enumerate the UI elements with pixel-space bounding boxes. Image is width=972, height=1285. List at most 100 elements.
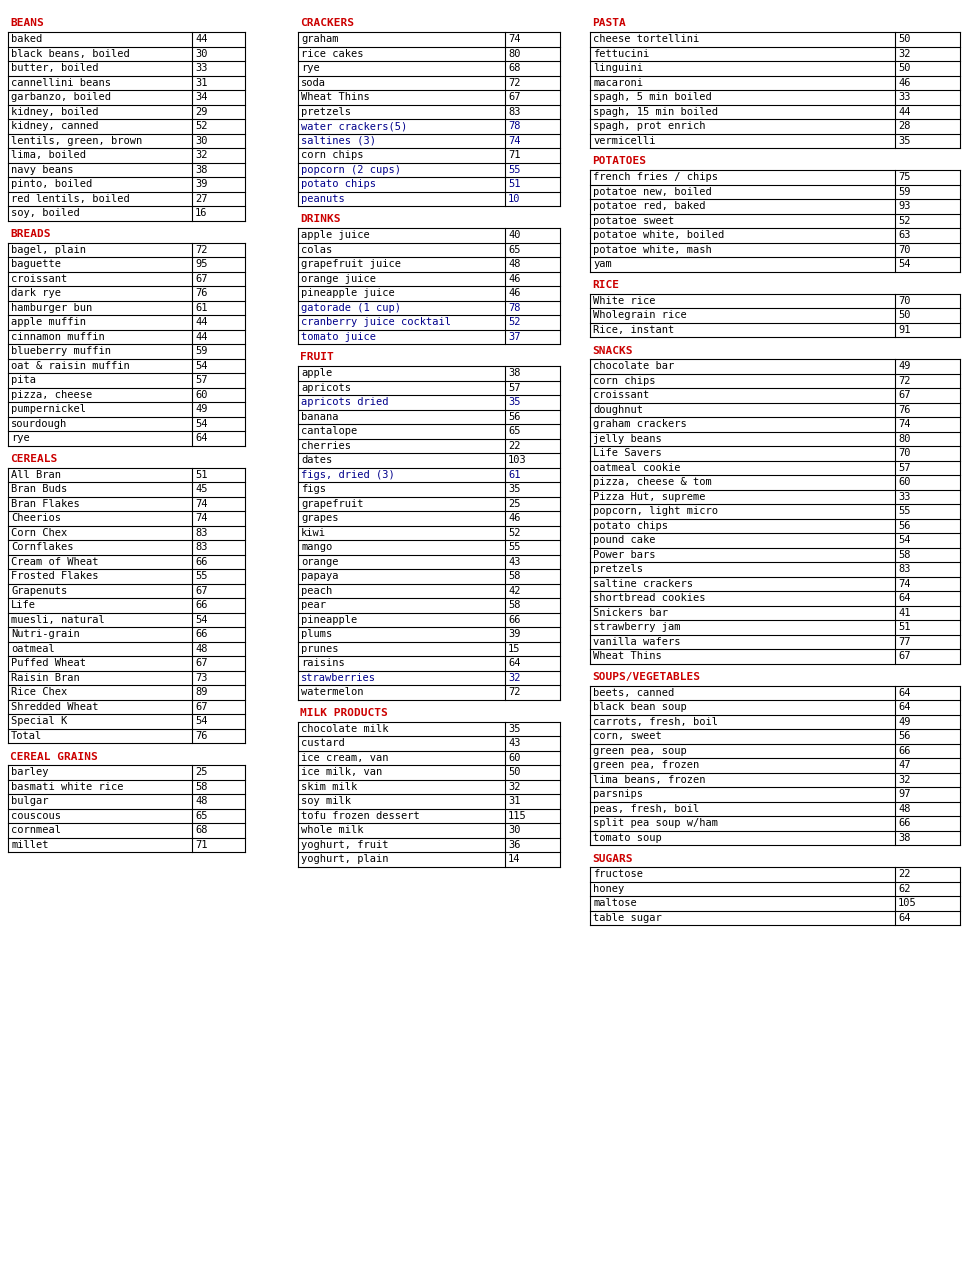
Text: Snickers bar: Snickers bar bbox=[593, 608, 668, 618]
Text: 66: 66 bbox=[195, 556, 207, 567]
Text: 32: 32 bbox=[508, 781, 520, 792]
Text: 46: 46 bbox=[508, 288, 520, 298]
Text: pear: pear bbox=[301, 600, 326, 610]
Text: beets, canned: beets, canned bbox=[593, 687, 675, 698]
Text: 60: 60 bbox=[195, 389, 207, 400]
Text: Raisin Bran: Raisin Bran bbox=[11, 673, 80, 682]
Text: PASTA: PASTA bbox=[592, 18, 626, 28]
Text: 78: 78 bbox=[508, 303, 520, 312]
Text: kidney, canned: kidney, canned bbox=[11, 121, 98, 131]
Text: 33: 33 bbox=[195, 63, 207, 73]
Text: BEANS: BEANS bbox=[10, 18, 44, 28]
Text: Nutri-grain: Nutri-grain bbox=[11, 630, 80, 639]
Text: chocolate bar: chocolate bar bbox=[593, 361, 675, 371]
Text: 64: 64 bbox=[898, 702, 911, 712]
Text: 38: 38 bbox=[508, 369, 520, 378]
Text: 52: 52 bbox=[508, 317, 520, 328]
Text: 25: 25 bbox=[195, 767, 207, 777]
Text: 115: 115 bbox=[508, 811, 527, 821]
Text: 58: 58 bbox=[195, 781, 207, 792]
Text: 39: 39 bbox=[195, 179, 207, 189]
Text: CEREALS: CEREALS bbox=[10, 454, 57, 464]
Text: Special K: Special K bbox=[11, 716, 67, 726]
Text: 31: 31 bbox=[195, 78, 207, 87]
Text: 58: 58 bbox=[898, 550, 911, 560]
Text: 80: 80 bbox=[898, 434, 911, 443]
Text: vermicelli: vermicelli bbox=[593, 136, 655, 145]
Text: apple muffin: apple muffin bbox=[11, 317, 86, 328]
Text: doughnut: doughnut bbox=[593, 405, 643, 415]
Text: 54: 54 bbox=[898, 536, 911, 545]
Text: 66: 66 bbox=[898, 745, 911, 756]
Text: 52: 52 bbox=[508, 528, 520, 537]
Text: 14: 14 bbox=[508, 855, 520, 865]
Text: 67: 67 bbox=[195, 586, 207, 596]
Text: 48: 48 bbox=[195, 797, 207, 806]
Text: 54: 54 bbox=[195, 419, 207, 429]
Text: 61: 61 bbox=[195, 303, 207, 312]
Text: ice cream, van: ice cream, van bbox=[301, 753, 389, 763]
Text: Total: Total bbox=[11, 731, 42, 740]
Text: raisins: raisins bbox=[301, 658, 345, 668]
Text: orange: orange bbox=[301, 556, 338, 567]
Text: lima, boiled: lima, boiled bbox=[11, 150, 86, 161]
Text: custard: custard bbox=[301, 739, 345, 748]
Text: Life Savers: Life Savers bbox=[593, 448, 662, 459]
Text: grapefruit: grapefruit bbox=[301, 499, 364, 509]
Text: cannellini beans: cannellini beans bbox=[11, 78, 111, 87]
Text: corn, sweet: corn, sweet bbox=[593, 731, 662, 741]
Text: popcorn (2 cups): popcorn (2 cups) bbox=[301, 164, 401, 175]
Text: 44: 44 bbox=[195, 332, 207, 342]
Text: blueberry muffin: blueberry muffin bbox=[11, 346, 111, 356]
Text: lentils, green, brown: lentils, green, brown bbox=[11, 136, 142, 145]
Text: green pea, frozen: green pea, frozen bbox=[593, 761, 699, 770]
Text: graham crackers: graham crackers bbox=[593, 419, 687, 429]
Text: spagh, 5 min boiled: spagh, 5 min boiled bbox=[593, 93, 712, 103]
Text: 34: 34 bbox=[195, 93, 207, 103]
Text: 66: 66 bbox=[195, 630, 207, 639]
Text: 83: 83 bbox=[508, 107, 520, 117]
Text: 41: 41 bbox=[898, 608, 911, 618]
Text: orange juice: orange juice bbox=[301, 274, 376, 284]
Text: 67: 67 bbox=[898, 391, 911, 400]
Text: 58: 58 bbox=[508, 572, 520, 581]
Text: spagh, prot enrich: spagh, prot enrich bbox=[593, 121, 706, 131]
Text: pretzels: pretzels bbox=[593, 564, 643, 574]
Text: 78: 78 bbox=[508, 121, 520, 131]
Text: hamburger bun: hamburger bun bbox=[11, 303, 92, 312]
Text: 64: 64 bbox=[898, 912, 911, 923]
Text: 68: 68 bbox=[195, 825, 207, 835]
Text: grapefruit juice: grapefruit juice bbox=[301, 260, 401, 270]
Text: 73: 73 bbox=[195, 673, 207, 682]
Text: 49: 49 bbox=[898, 361, 911, 371]
Text: pineapple juice: pineapple juice bbox=[301, 288, 395, 298]
Text: Corn Chex: Corn Chex bbox=[11, 528, 67, 537]
Text: 70: 70 bbox=[898, 296, 911, 306]
Text: CEREAL GRAINS: CEREAL GRAINS bbox=[10, 752, 98, 762]
Text: 38: 38 bbox=[898, 833, 911, 843]
Text: 22: 22 bbox=[898, 869, 911, 879]
Text: Wheat Thins: Wheat Thins bbox=[301, 93, 369, 103]
Text: 46: 46 bbox=[898, 78, 911, 87]
Text: 54: 54 bbox=[898, 260, 911, 270]
Text: kidney, boiled: kidney, boiled bbox=[11, 107, 98, 117]
Text: whole milk: whole milk bbox=[301, 825, 364, 835]
Text: 25: 25 bbox=[508, 499, 520, 509]
Text: spagh, 15 min boiled: spagh, 15 min boiled bbox=[593, 107, 718, 117]
Text: muesli, natural: muesli, natural bbox=[11, 614, 105, 625]
Text: 61: 61 bbox=[508, 470, 520, 479]
Text: french fries / chips: french fries / chips bbox=[593, 172, 718, 182]
Text: bulgar: bulgar bbox=[11, 797, 49, 806]
Text: honey: honey bbox=[593, 884, 624, 894]
Text: rye: rye bbox=[11, 433, 30, 443]
Text: POTATOES: POTATOES bbox=[592, 157, 646, 167]
Text: pinto, boiled: pinto, boiled bbox=[11, 179, 92, 189]
Text: 58: 58 bbox=[508, 600, 520, 610]
Text: carrots, fresh, boil: carrots, fresh, boil bbox=[593, 717, 718, 727]
Text: oatmeal: oatmeal bbox=[11, 644, 54, 654]
Text: All Bran: All Bran bbox=[11, 470, 61, 479]
Text: 32: 32 bbox=[898, 775, 911, 785]
Text: peach: peach bbox=[301, 586, 332, 596]
Text: gatorade (1 cup): gatorade (1 cup) bbox=[301, 303, 401, 312]
Text: 66: 66 bbox=[508, 614, 520, 625]
